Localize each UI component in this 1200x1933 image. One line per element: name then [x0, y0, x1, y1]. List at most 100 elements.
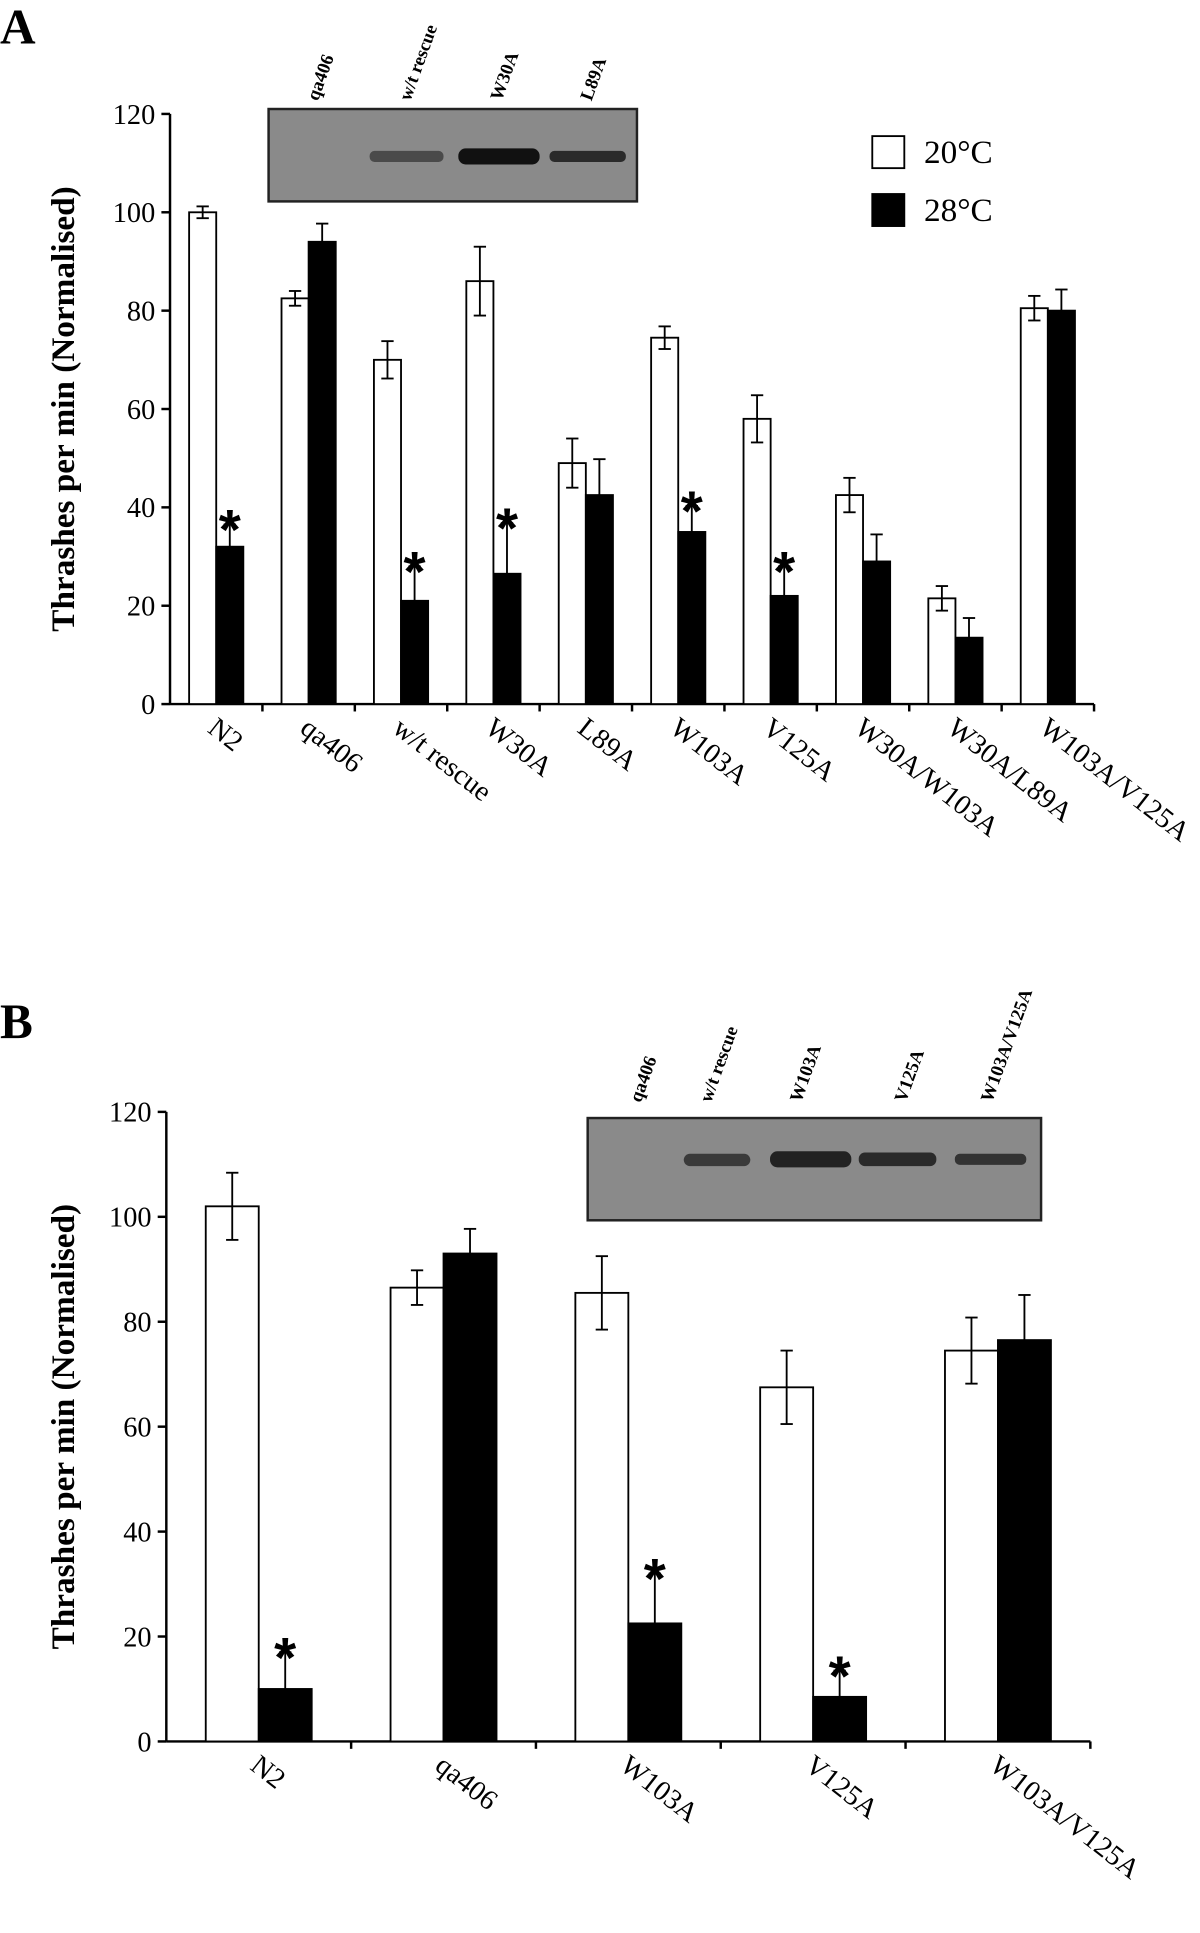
- blot-b: [586, 1116, 1043, 1222]
- error-bar: [965, 1316, 978, 1385]
- x-tick-label: W103A/V125A: [1034, 712, 1196, 848]
- blot-a: [267, 107, 639, 203]
- y-tick-label: 60: [123, 1413, 151, 1444]
- y-tick-label: 80: [127, 297, 155, 328]
- x-tick-label: L89A: [572, 712, 644, 777]
- bar: [442, 1252, 498, 1743]
- error-bar: [595, 1255, 609, 1331]
- inset-label: W30A: [486, 48, 522, 103]
- bar: [1019, 307, 1049, 706]
- inset-label: W103A: [786, 1041, 825, 1104]
- significance-marker: *: [829, 1645, 851, 1708]
- significance-marker: *: [681, 481, 703, 544]
- error-bar: [750, 394, 764, 444]
- error-bar: [658, 325, 671, 350]
- error-bar: [226, 1171, 239, 1241]
- error-bar: [279, 1651, 292, 1727]
- error-bar: [410, 1269, 424, 1306]
- y-axis-label: Thrashes per min (Normalised): [45, 186, 82, 631]
- error-bar: [316, 222, 329, 261]
- bar: [215, 545, 245, 706]
- inset-label: w/t rescue: [696, 1023, 742, 1104]
- bar: [650, 336, 680, 706]
- y-tick-label: 0: [141, 690, 155, 721]
- error-bar: [780, 1349, 793, 1425]
- inset-label: qa406: [303, 52, 338, 103]
- bar: [1046, 309, 1076, 706]
- y-tick-label: 100: [109, 1203, 152, 1234]
- legend-label: 28°C: [924, 192, 993, 229]
- y-tick-label: 20: [127, 592, 155, 623]
- error-bar: [935, 585, 949, 612]
- significance-marker: *: [773, 541, 795, 604]
- bar: [389, 1286, 445, 1743]
- error-bar: [1055, 288, 1068, 333]
- error-bar: [196, 205, 209, 220]
- error-bar: [593, 458, 606, 532]
- bar: [835, 494, 864, 706]
- inset-label: W103A/V125A: [977, 985, 1037, 1104]
- bar: [742, 417, 772, 706]
- bar: [584, 494, 614, 706]
- x-tick-label: V125A: [799, 1750, 884, 1826]
- error-bar: [870, 533, 883, 590]
- y-tick-label: 0: [137, 1727, 151, 1758]
- error-bar: [223, 523, 236, 570]
- x-tick-label: W30A: [479, 712, 558, 783]
- bar: [574, 1291, 630, 1743]
- error-bar: [463, 1227, 477, 1280]
- bar: [677, 531, 707, 706]
- y-tick-label: 40: [127, 493, 155, 524]
- bar: [204, 1205, 260, 1743]
- x-tick-label: qa406: [429, 1750, 503, 1817]
- significance-marker: *: [219, 499, 241, 562]
- x-tick-label: N2: [202, 712, 248, 758]
- error-bar: [500, 522, 514, 626]
- error-bar: [685, 504, 698, 559]
- panel-label: A: [0, 0, 36, 55]
- legend-swatch: [871, 193, 906, 227]
- error-bar: [778, 565, 791, 627]
- bar: [307, 240, 337, 706]
- y-tick-label: 60: [127, 395, 155, 426]
- legend-swatch: [871, 135, 906, 170]
- bar: [465, 280, 495, 706]
- x-tick-label: N2: [245, 1750, 291, 1796]
- x-tick-label: W103A/V125A: [984, 1750, 1146, 1886]
- error-bar: [1028, 294, 1041, 322]
- significance-marker: *: [404, 541, 426, 604]
- y-tick-label: 100: [113, 198, 156, 229]
- y-tick-label: 80: [123, 1308, 151, 1339]
- x-tick-label: V125A: [756, 712, 841, 788]
- inset-label: w/t rescue: [395, 22, 441, 103]
- bar: [759, 1386, 815, 1743]
- y-axis-label: Thrashes per min (Normalised): [45, 1204, 82, 1649]
- bar: [944, 1349, 999, 1743]
- x-tick-label: W103A: [664, 712, 754, 792]
- y-tick-label: 120: [109, 1098, 152, 1129]
- y-tick-label: 120: [113, 100, 156, 131]
- significance-marker: *: [644, 1548, 666, 1611]
- x-tick-label: w/t rescue: [387, 712, 497, 808]
- x-tick-label: W103A: [614, 1750, 704, 1830]
- error-bar: [1018, 1294, 1031, 1387]
- significance-marker: *: [274, 1627, 296, 1690]
- error-bar: [288, 290, 302, 307]
- error-bar: [408, 565, 421, 637]
- inset-label: qa406: [626, 1053, 661, 1104]
- error-bar: [833, 1669, 846, 1725]
- error-bar: [566, 437, 579, 489]
- bar: [372, 358, 402, 706]
- bar: [927, 597, 957, 706]
- y-tick-label: 40: [123, 1517, 151, 1548]
- bar: [557, 462, 587, 706]
- error-bar: [381, 340, 394, 380]
- error-bar: [473, 245, 487, 317]
- bar: [280, 297, 310, 706]
- significance-marker: *: [496, 498, 518, 561]
- error-bar: [843, 476, 856, 514]
- bar: [188, 211, 218, 706]
- inset-label: L89A: [576, 54, 610, 103]
